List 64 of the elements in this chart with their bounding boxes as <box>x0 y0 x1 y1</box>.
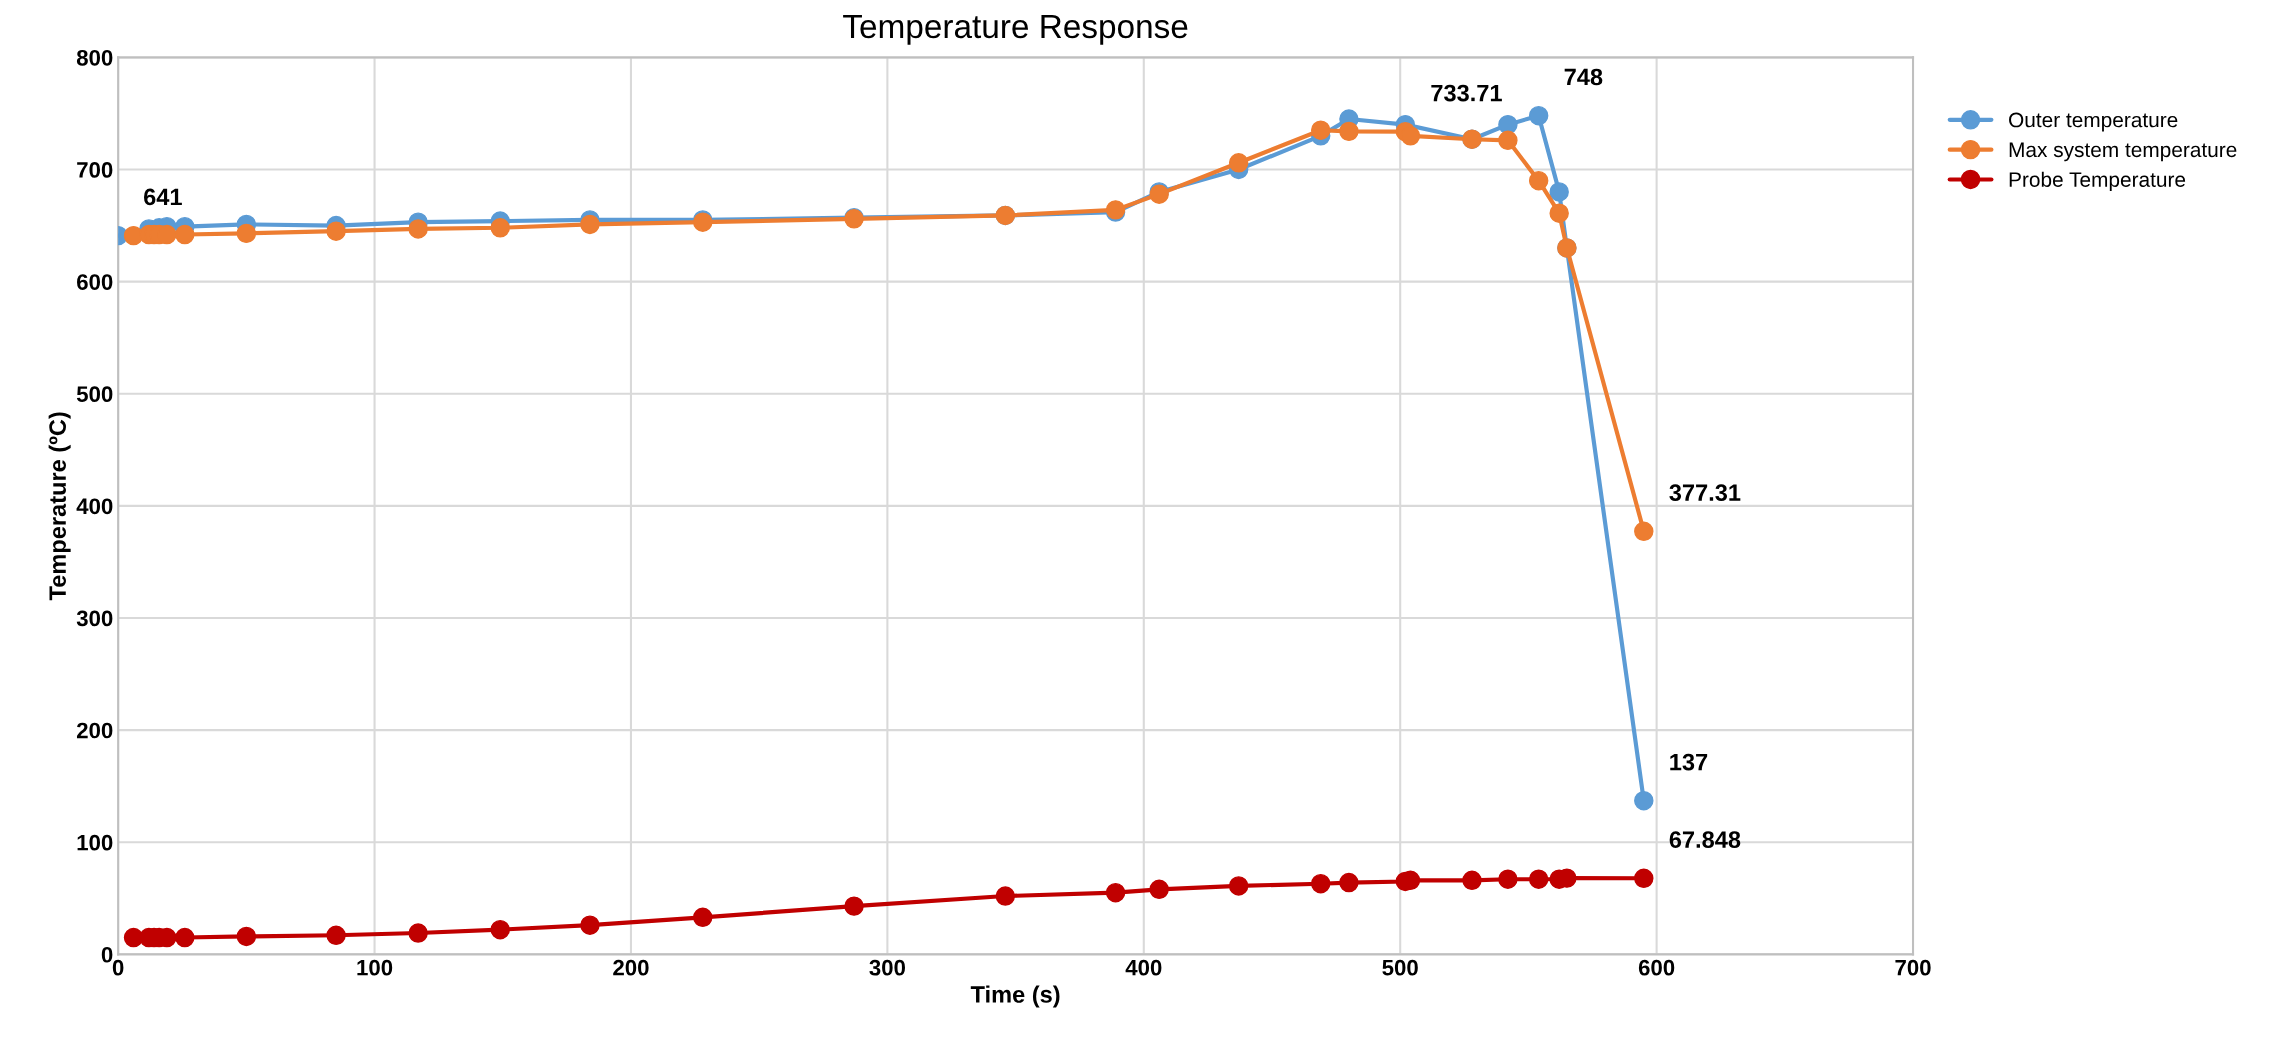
point <box>995 886 1016 906</box>
legend-label: Max system temperature <box>2009 142 2237 162</box>
data-label: 641 <box>144 188 182 206</box>
y-tick-label: 300 <box>76 610 113 627</box>
y-tick-label: 800 <box>76 49 113 66</box>
point <box>175 224 195 245</box>
x-tick-label: 0 <box>112 959 124 976</box>
x-tick-label: 200 <box>613 959 649 976</box>
point <box>236 223 257 244</box>
point <box>1498 869 1518 889</box>
point <box>1228 876 1249 896</box>
point <box>408 219 428 239</box>
y-tick-label: 200 <box>76 722 113 739</box>
point <box>1549 182 1569 202</box>
data-label: 377.31 <box>1669 484 1741 502</box>
point <box>236 926 257 947</box>
point <box>1528 869 1549 889</box>
y-tick-label: 700 <box>77 162 113 178</box>
x-tick-label: 700 <box>1895 959 1931 976</box>
point <box>1310 120 1331 140</box>
x-tick-label: 400 <box>1125 959 1162 976</box>
point <box>580 915 600 935</box>
legend-label: Probe Temperature <box>2009 171 2186 192</box>
y-tick-label: 0 <box>101 946 113 963</box>
point <box>1149 879 1169 900</box>
y-tick-label: 600 <box>77 274 113 290</box>
data-label: 733.71 <box>1431 84 1502 102</box>
point <box>844 896 864 916</box>
point <box>1498 130 1518 151</box>
point <box>1105 882 1126 903</box>
point <box>1339 872 1359 893</box>
legend-label: Outer temperature <box>2009 112 2178 132</box>
point <box>693 907 713 928</box>
chart-title: Temperature Response <box>843 14 1188 45</box>
x-tick-label: 300 <box>869 959 906 976</box>
point <box>1462 870 1482 891</box>
point <box>1634 521 1654 542</box>
point <box>1634 868 1654 888</box>
data-label: 137 <box>1670 753 1708 771</box>
x-tick-label: 600 <box>1638 959 1675 976</box>
point <box>1310 873 1331 894</box>
point <box>1528 105 1549 126</box>
point <box>1549 203 1569 223</box>
point <box>408 923 428 943</box>
y-tick-label: 100 <box>77 834 113 851</box>
y-tick-label: 500 <box>76 386 113 402</box>
data-label: 67.848 <box>1669 831 1741 848</box>
x-axis-title: Time (s) <box>970 985 1060 1008</box>
point <box>175 927 195 948</box>
point <box>1528 170 1549 191</box>
point <box>326 925 346 946</box>
point <box>580 214 600 235</box>
point <box>1634 791 1654 811</box>
point <box>490 919 510 940</box>
point <box>326 221 346 241</box>
y-tick-label: 400 <box>76 498 113 515</box>
point <box>490 218 510 238</box>
x-tick-label: 500 <box>1382 959 1418 976</box>
point <box>1339 121 1359 142</box>
y-axis-title: Temperature (ºC) <box>48 412 71 601</box>
x-tick-label: 100 <box>357 959 393 976</box>
data-label: 748 <box>1564 68 1603 86</box>
point <box>1400 126 1421 146</box>
point <box>1228 153 1249 173</box>
